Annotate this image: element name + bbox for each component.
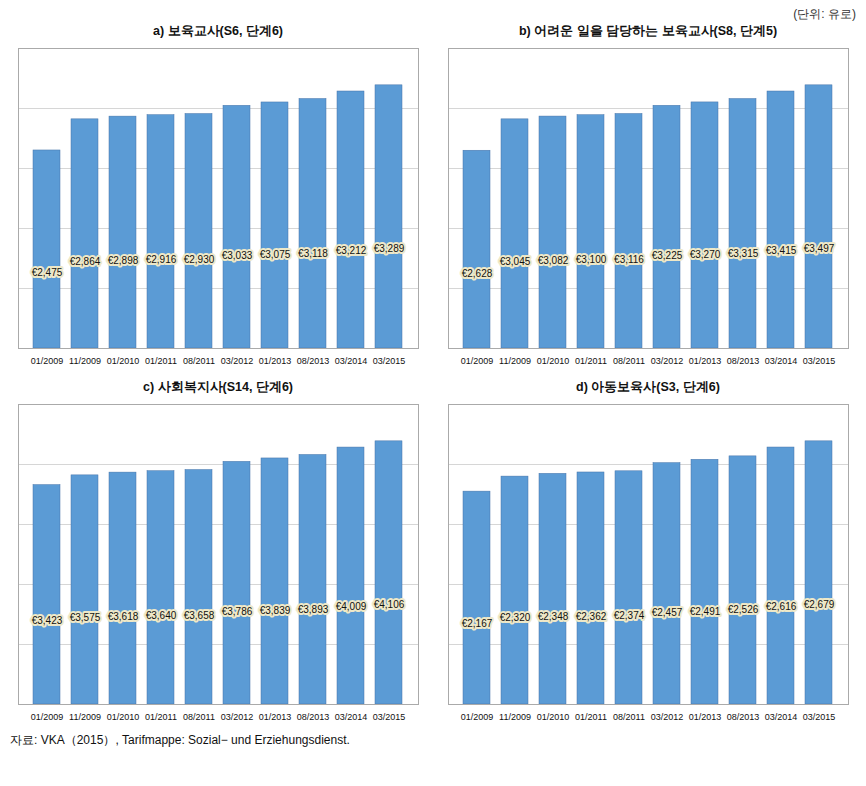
svg-text:08/2011: 08/2011 bbox=[183, 356, 215, 366]
svg-text:€2,679: €2,679 bbox=[804, 599, 835, 610]
svg-text:€3,100: €3,100 bbox=[576, 254, 607, 265]
svg-text:01/2013: 01/2013 bbox=[689, 356, 722, 366]
svg-text:€3,893: €3,893 bbox=[298, 604, 329, 615]
svg-text:€4,009: €4,009 bbox=[336, 601, 367, 612]
svg-text:08/2013: 08/2013 bbox=[297, 712, 330, 722]
svg-text:€3,045: €3,045 bbox=[500, 256, 531, 267]
svg-text:€3,033: €3,033 bbox=[222, 250, 253, 261]
svg-text:€3,575: €3,575 bbox=[70, 612, 101, 623]
svg-text:08/2013: 08/2013 bbox=[727, 356, 760, 366]
svg-text:03/2015: 03/2015 bbox=[373, 356, 406, 366]
svg-text:€2,628: €2,628 bbox=[462, 268, 493, 279]
svg-text:03/2014: 03/2014 bbox=[765, 712, 798, 722]
svg-text:01/2009: 01/2009 bbox=[31, 712, 64, 722]
svg-text:03/2015: 03/2015 bbox=[803, 712, 836, 722]
html-text:d) 아동보육사(S3, 단계6): d) 아동보육사(S3, 단계6) bbox=[576, 380, 720, 394]
svg-text:€2,898: €2,898 bbox=[108, 255, 139, 266]
svg-text:11/2009: 11/2009 bbox=[499, 712, 531, 722]
svg-text:€2,457: €2,457 bbox=[652, 607, 683, 618]
svg-text:08/2011: 08/2011 bbox=[613, 356, 645, 366]
svg-text:€3,658: €3,658 bbox=[184, 610, 215, 621]
html-text:c) 사회복지사(S14, 단계6): c) 사회복지사(S14, 단계6) bbox=[143, 380, 293, 394]
svg-text:03/2012: 03/2012 bbox=[651, 356, 684, 366]
svg-text:11/2009: 11/2009 bbox=[69, 356, 101, 366]
svg-text:€3,315: €3,315 bbox=[728, 248, 759, 259]
svg-text:01/2009: 01/2009 bbox=[461, 712, 494, 722]
svg-text:03/2014: 03/2014 bbox=[765, 356, 798, 366]
svg-text:01/2010: 01/2010 bbox=[107, 356, 140, 366]
svg-text:€3,497: €3,497 bbox=[804, 243, 835, 254]
svg-text:€3,786: €3,786 bbox=[222, 606, 253, 617]
svg-text:€2,320: €2,320 bbox=[500, 612, 531, 623]
svg-text:€2,362: €2,362 bbox=[576, 611, 607, 622]
svg-text:01/2011: 01/2011 bbox=[145, 356, 177, 366]
svg-text:11/2009: 11/2009 bbox=[499, 356, 531, 366]
svg-text:01/2010: 01/2010 bbox=[537, 356, 570, 366]
svg-text:01/2009: 01/2009 bbox=[461, 356, 494, 366]
svg-text:€3,082: €3,082 bbox=[538, 255, 569, 266]
html-text:a) 보육교사(S6, 단계6): a) 보육교사(S6, 단계6) bbox=[152, 24, 283, 38]
svg-text:€4,106: €4,106 bbox=[374, 599, 405, 610]
svg-text:01/2013: 01/2013 bbox=[689, 712, 722, 722]
svg-text:€2,491: €2,491 bbox=[690, 606, 721, 617]
svg-text:€2,348: €2,348 bbox=[538, 611, 569, 622]
svg-text:€3,839: €3,839 bbox=[260, 605, 291, 616]
svg-text:€3,618: €3,618 bbox=[108, 611, 139, 622]
svg-text:03/2015: 03/2015 bbox=[803, 356, 836, 366]
svg-text:03/2015: 03/2015 bbox=[373, 712, 406, 722]
svg-text:01/2011: 01/2011 bbox=[575, 712, 607, 722]
svg-text:€2,374: €2,374 bbox=[614, 610, 645, 621]
svg-text:€2,167: €2,167 bbox=[462, 618, 493, 629]
svg-text:01/2011: 01/2011 bbox=[145, 712, 177, 722]
html-text:(단위: 유로): (단위: 유로) bbox=[793, 7, 856, 21]
svg-text:€3,423: €3,423 bbox=[32, 615, 63, 626]
html-text:b) 어려운 일을 담당하는 보육교사(S8, 단계5): b) 어려운 일을 담당하는 보육교사(S8, 단계5) bbox=[518, 24, 778, 38]
svg-text:03/2012: 03/2012 bbox=[221, 712, 254, 722]
svg-text:€2,864: €2,864 bbox=[70, 256, 101, 267]
svg-text:01/2010: 01/2010 bbox=[537, 712, 570, 722]
svg-text:08/2013: 08/2013 bbox=[727, 712, 760, 722]
svg-text:€2,526: €2,526 bbox=[728, 604, 759, 615]
svg-text:03/2012: 03/2012 bbox=[221, 356, 254, 366]
svg-text:03/2012: 03/2012 bbox=[651, 712, 684, 722]
svg-text:08/2013: 08/2013 bbox=[297, 356, 330, 366]
svg-text:01/2011: 01/2011 bbox=[575, 356, 607, 366]
svg-text:03/2014: 03/2014 bbox=[335, 356, 368, 366]
svg-text:08/2011: 08/2011 bbox=[613, 712, 645, 722]
svg-text:€3,225: €3,225 bbox=[652, 250, 683, 261]
svg-text:€3,118: €3,118 bbox=[298, 248, 328, 259]
svg-text:01/2009: 01/2009 bbox=[31, 356, 64, 366]
svg-text:€3,116: €3,116 bbox=[614, 254, 644, 265]
svg-text:€2,930: €2,930 bbox=[184, 254, 215, 265]
svg-text:€3,212: €3,212 bbox=[336, 245, 367, 256]
svg-text:€2,916: €2,916 bbox=[146, 254, 177, 265]
svg-text:08/2011: 08/2011 bbox=[183, 712, 215, 722]
svg-text:€3,640: €3,640 bbox=[146, 610, 177, 621]
svg-text:01/2010: 01/2010 bbox=[107, 712, 140, 722]
html-text:자료: VKA（2015）, Tarifmappe: Soz: 자료: VKA（2015）, Tarifmappe: Sozial− und E… bbox=[10, 733, 350, 747]
svg-text:€2,475: €2,475 bbox=[32, 267, 63, 278]
svg-text:€3,075: €3,075 bbox=[260, 249, 291, 260]
svg-text:€3,289: €3,289 bbox=[374, 243, 405, 254]
svg-text:€2,616: €2,616 bbox=[766, 601, 797, 612]
svg-text:01/2013: 01/2013 bbox=[259, 712, 292, 722]
svg-text:03/2014: 03/2014 bbox=[335, 712, 368, 722]
svg-text:11/2009: 11/2009 bbox=[69, 712, 101, 722]
svg-text:01/2013: 01/2013 bbox=[259, 356, 292, 366]
svg-text:€3,270: €3,270 bbox=[690, 249, 721, 260]
svg-text:€3,415: €3,415 bbox=[766, 245, 797, 256]
